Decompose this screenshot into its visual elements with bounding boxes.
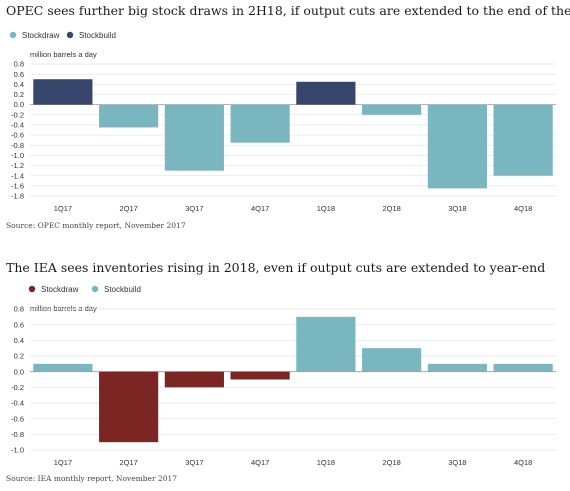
bar-3q17: [164, 104, 224, 171]
bar-2q18: [362, 104, 422, 115]
bar-4q18: [493, 104, 553, 176]
legend-label-stockbuild: Stockbuild: [104, 285, 141, 294]
bar-1q17: [33, 79, 93, 105]
x-tick-label: 1Q17: [54, 204, 72, 213]
x-tick-label: 2Q18: [382, 458, 400, 467]
x-tick-label: 4Q18: [514, 204, 532, 213]
y-tick-label: 0.8: [14, 60, 24, 69]
y-axis-ticks: 0.80.60.40.20.0-0.2-0.4-0.6-0.8-1.0-1.2-…: [11, 60, 24, 201]
x-tick-label: 2Q17: [119, 458, 137, 467]
y-tick-label: -0.4: [11, 121, 24, 130]
x-tick-label: 2Q17: [119, 204, 137, 213]
y-tick-label: -1.8: [11, 192, 24, 201]
iea-chart: The IEA sees inventories rising in 2018,…: [6, 260, 556, 483]
x-tick-label: 4Q18: [514, 458, 532, 467]
source-note: Source: IEA monthly report, November 201…: [6, 474, 177, 483]
x-tick-label: 3Q18: [448, 204, 466, 213]
y-tick-label: 0.8: [14, 305, 24, 314]
x-tick-label: 3Q18: [448, 458, 466, 467]
x-axis-ticks: 1Q17 2Q17 3Q17 4Q17 1Q18 2Q18 3Q18 4Q18: [54, 204, 533, 213]
x-tick-label: 1Q18: [317, 204, 335, 213]
x-tick-label: 3Q17: [185, 458, 203, 467]
bars: [33, 79, 553, 189]
y-tick-label: 0.2: [14, 90, 24, 99]
y-tick-label: 0.6: [14, 70, 24, 79]
y-tick-label: 0.6: [14, 320, 24, 329]
legend-label-stockbuild: Stockbuild: [79, 31, 116, 40]
legend-label-stockdraw: Stockdraw: [22, 31, 60, 40]
bar-3q17: [164, 371, 224, 388]
bar-1q17: [33, 363, 93, 372]
y-axis-unit-label: million barrels a day: [30, 304, 97, 313]
bar-4q18: [493, 363, 553, 372]
source-note: Source: OPEC monthly report, November 20…: [6, 221, 186, 230]
y-axis-ticks: 0.8 0.6 0.4 0.2 0.0 -0.2 -0.4 -0.6 -0.8 -1.0: [11, 305, 24, 455]
bar-3q18: [427, 104, 487, 189]
y-tick-label: -0.4: [11, 399, 24, 408]
x-tick-label: 1Q18: [317, 458, 335, 467]
y-tick-label: -1.0: [11, 446, 24, 455]
bar-2q17: [99, 104, 159, 128]
bar-4q17: [230, 104, 290, 143]
legend-label-stockdraw: Stockdraw: [41, 285, 79, 294]
y-tick-label: -0.6: [11, 414, 24, 423]
legend-swatch-stockdraw: [28, 285, 36, 293]
x-axis-ticks: 1Q17 2Q17 3Q17 4Q17 1Q18 2Q18 3Q18 4Q18: [54, 458, 533, 467]
y-axis-unit-label: million barrels a day: [30, 50, 97, 59]
y-tick-label: -0.2: [11, 110, 24, 119]
bar-1q18: [296, 316, 356, 372]
y-tick-label: -1.2: [11, 161, 24, 170]
y-tick-label: -0.8: [11, 430, 24, 439]
bars: [33, 316, 553, 443]
chart-title: OPEC sees further big stock draws in 2H1…: [6, 3, 570, 18]
x-tick-label: 4Q17: [251, 204, 269, 213]
legend-swatch-stockdraw: [9, 31, 17, 39]
y-tick-label: 0.4: [14, 336, 24, 345]
bar-2q18: [362, 348, 422, 372]
y-tick-label: -1.0: [11, 151, 24, 160]
y-tick-label: -1.4: [11, 171, 24, 180]
x-tick-label: 3Q17: [185, 204, 203, 213]
x-tick-label: 1Q17: [54, 458, 72, 467]
y-tick-label: -0.8: [11, 141, 24, 150]
bar-3q18: [427, 363, 487, 372]
legend: Stockdraw Stockbuild: [9, 31, 116, 40]
y-tick-label: -1.6: [11, 181, 24, 190]
bar-1q18: [296, 81, 356, 105]
y-tick-label: 0.0: [14, 367, 24, 376]
y-tick-label: -0.6: [11, 131, 24, 140]
y-tick-label: 0.2: [14, 352, 24, 361]
y-tick-label: 0.4: [14, 80, 24, 89]
opec-chart: OPEC sees further big stock draws in 2H1…: [6, 3, 570, 230]
x-tick-label: 4Q17: [251, 458, 269, 467]
legend: Stockdraw Stockbuild: [28, 285, 141, 294]
bar-2q17: [99, 371, 159, 443]
bar-4q17: [230, 371, 290, 380]
legend-swatch-stockbuild: [66, 31, 74, 39]
y-tick-label: 0.0: [14, 100, 24, 109]
x-tick-label: 2Q18: [382, 204, 400, 213]
legend-swatch-stockbuild: [91, 285, 99, 293]
chart-title: The IEA sees inventories rising in 2018,…: [6, 260, 545, 275]
y-tick-label: -0.2: [11, 383, 24, 392]
